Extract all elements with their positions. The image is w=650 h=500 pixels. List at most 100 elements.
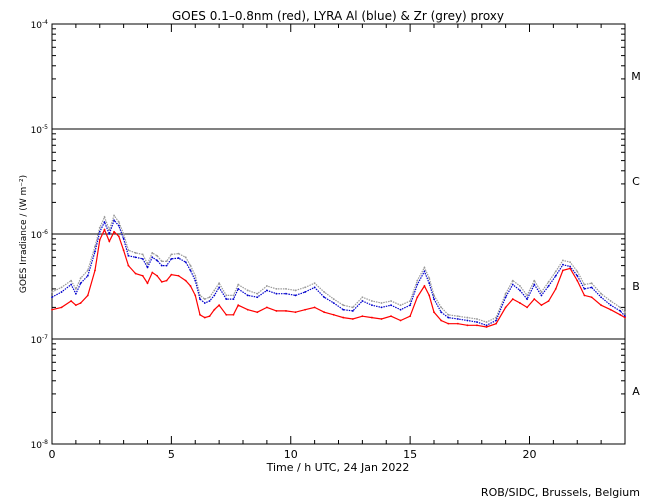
- data-point: [218, 286, 221, 289]
- data-point: [433, 298, 435, 300]
- data-point: [122, 233, 125, 235]
- data-point: [265, 289, 268, 292]
- data-point: [213, 308, 216, 311]
- data-point: [256, 292, 259, 295]
- data-point: [117, 224, 120, 227]
- data-point: [519, 289, 521, 292]
- data-point: [134, 256, 137, 259]
- data-point: [122, 249, 125, 252]
- data-point: [526, 294, 529, 297]
- x-tick-label: 20: [523, 448, 537, 461]
- data-point: [170, 273, 173, 276]
- data-point: [194, 294, 197, 297]
- data-point: [466, 319, 469, 322]
- y-tick-label: 10-5: [31, 124, 49, 136]
- data-point: [576, 270, 579, 273]
- data-point: [51, 308, 53, 311]
- data-point: [232, 294, 235, 297]
- data-point: [409, 300, 412, 302]
- data-point: [562, 259, 564, 262]
- data-point: [177, 274, 180, 277]
- data-point: [576, 279, 579, 282]
- data-point: [511, 279, 514, 282]
- data-point: [141, 253, 144, 256]
- data-point: [108, 240, 111, 243]
- data-point: [361, 300, 364, 302]
- data-point: [380, 302, 383, 304]
- data-point: [526, 298, 529, 300]
- data-point: [440, 311, 443, 314]
- data-point: [60, 306, 63, 309]
- data-point: [423, 285, 426, 287]
- data-point: [456, 315, 459, 318]
- chart-title: GOES 0.1–0.8nm (red), LYRA Al (blue) & Z…: [172, 9, 504, 23]
- data-point: [113, 219, 115, 222]
- data-point: [554, 270, 557, 273]
- series-line-0: [51, 214, 626, 323]
- data-point: [117, 235, 120, 238]
- data-point: [428, 277, 431, 280]
- data-point: [371, 304, 373, 307]
- data-point: [533, 279, 536, 282]
- data-point: [409, 315, 412, 318]
- data-point: [466, 324, 469, 327]
- data-point: [113, 214, 115, 217]
- data-point: [609, 304, 612, 307]
- data-point: [146, 266, 149, 269]
- data-point: [294, 289, 297, 292]
- data-point: [225, 313, 228, 316]
- data-point: [609, 308, 612, 311]
- data-point: [624, 316, 626, 319]
- data-point: [60, 286, 63, 289]
- data-point: [440, 306, 443, 309]
- data-point: [170, 253, 173, 256]
- data-point: [127, 264, 130, 267]
- x-tick-label: 5: [168, 448, 175, 461]
- data-point: [519, 302, 521, 304]
- data-point: [476, 318, 478, 320]
- credit-text: ROB/SIDC, Brussels, Belgium: [481, 486, 640, 499]
- x-tick-label: 15: [403, 448, 417, 461]
- data-point: [313, 306, 316, 309]
- data-point: [583, 288, 586, 290]
- data-point: [562, 269, 564, 272]
- data-point: [562, 263, 564, 266]
- data-point: [237, 288, 240, 290]
- data-point: [127, 249, 130, 252]
- data-point: [86, 294, 89, 297]
- data-point: [165, 260, 168, 263]
- data-point: [619, 313, 622, 316]
- data-point: [98, 226, 101, 229]
- data-point: [70, 279, 72, 282]
- data-point: [540, 291, 543, 293]
- data-point: [108, 233, 111, 235]
- data-point: [98, 230, 101, 233]
- y-tick-label: 10-4: [31, 19, 49, 31]
- data-point: [485, 321, 488, 323]
- data-point: [504, 296, 507, 299]
- flare-class-label: B: [632, 280, 640, 293]
- data-point: [390, 304, 392, 307]
- data-point: [208, 300, 211, 302]
- data-point: [275, 310, 278, 312]
- flare-class-labels: A B C M: [631, 70, 641, 398]
- data-point: [275, 288, 278, 290]
- data-point: [342, 304, 345, 307]
- data-point: [51, 296, 53, 299]
- data-point: [351, 306, 354, 309]
- data-point: [313, 282, 316, 285]
- x-axis: 0 5 10 15 20: [49, 24, 626, 461]
- data-point: [495, 322, 497, 325]
- data-point: [332, 298, 335, 300]
- data-point: [433, 294, 435, 297]
- data-point: [232, 313, 235, 316]
- data-point: [428, 294, 431, 297]
- data-point: [165, 264, 168, 267]
- data-point: [332, 302, 335, 304]
- data-point: [79, 277, 82, 280]
- y-tick-label: 10-6: [31, 229, 49, 241]
- data-point: [416, 296, 419, 299]
- data-point: [184, 256, 187, 259]
- data-point: [416, 279, 419, 282]
- data-point: [246, 308, 249, 311]
